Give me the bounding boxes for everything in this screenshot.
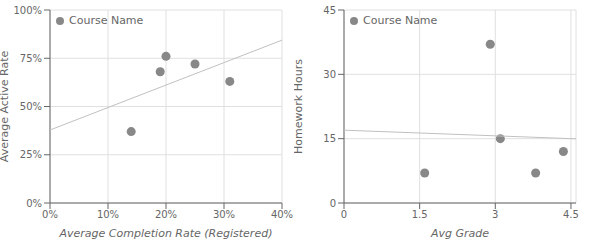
svg-text:15: 15 [323,133,336,144]
svg-text:Average Active Rate: Average Active Rate [0,51,11,163]
svg-text:0: 0 [330,198,336,209]
svg-text:50%: 50% [20,101,42,112]
html-text:Course Name: Course Name [69,14,144,27]
svg-text:25%: 25% [20,149,42,160]
svg-text:Average Completion Rate (Regis: Average Completion Rate (Registered) [59,227,273,239]
svg-text:Avg Grade: Avg Grade [430,227,489,239]
svg-text:30%: 30% [213,209,235,220]
svg-text:20%: 20% [155,209,177,220]
svg-text:1.5: 1.5 [412,209,428,220]
svg-text:10%: 10% [97,209,119,220]
svg-text:0%: 0% [42,209,58,220]
svg-text:30: 30 [323,69,336,80]
svg-text:45: 45 [323,5,336,16]
svg-text:75%: 75% [20,53,42,64]
svg-text:4.5: 4.5 [563,209,579,220]
svg-text:100%: 100% [13,5,42,16]
svg-text:0: 0 [341,209,347,220]
svg-text:Homework Hours: Homework Hours [294,59,305,154]
html-text:Course Name: Course Name [363,14,438,27]
svg-text:3: 3 [492,209,498,220]
svg-text:0%: 0% [26,198,42,209]
svg-text:40%: 40% [271,209,293,220]
